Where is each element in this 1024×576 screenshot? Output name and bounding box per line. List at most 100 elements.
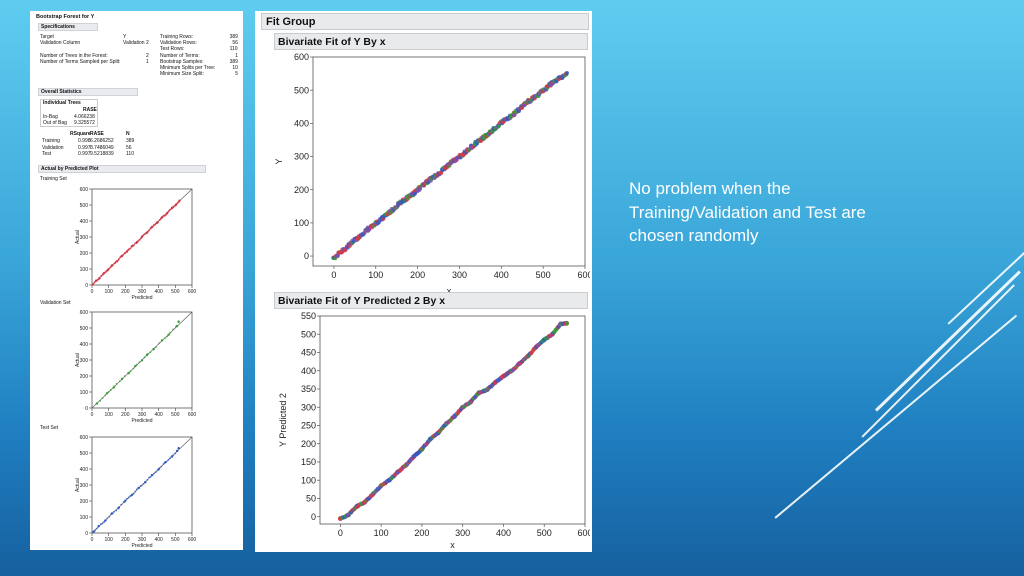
spec-label: Number of Terms Sampled per Split: xyxy=(40,58,121,65)
y-tick-label: 600 xyxy=(294,52,309,62)
x-tick-label: 100 xyxy=(374,528,389,538)
data-point-fill xyxy=(100,275,103,278)
y-tick-label: 100 xyxy=(80,390,89,396)
x-tick-label: 600 xyxy=(577,270,590,280)
y-tick-label: 600 xyxy=(80,435,89,441)
x-tick-label: 200 xyxy=(121,412,130,418)
fit-table-header: N xyxy=(126,131,130,137)
data-point-fill xyxy=(104,519,107,522)
spec-value: 389 xyxy=(229,58,238,65)
x-tick-label: 500 xyxy=(536,270,551,280)
y-tick-label: 300 xyxy=(80,358,89,364)
data-point-fill xyxy=(120,503,123,506)
data-point-fill xyxy=(158,467,161,470)
y-tick-label: 0 xyxy=(304,251,309,261)
spec-value: 389 xyxy=(229,34,238,40)
spec-label: Number of Terms: xyxy=(160,52,200,59)
data-point-fill xyxy=(142,482,145,485)
data-point-fill xyxy=(157,221,160,223)
data-point-fill xyxy=(166,335,168,338)
x-tick-label: 600 xyxy=(188,412,197,418)
data-point-fill xyxy=(101,522,104,525)
data-point-fill xyxy=(137,487,140,490)
data-point-fill xyxy=(177,447,180,450)
y-tick-label: 200 xyxy=(301,439,316,449)
bivariate-fit-2-header[interactable]: Bivariate Fit of Y Predicted 2 By x xyxy=(274,292,588,309)
data-point-fill xyxy=(123,375,126,378)
data-point-fill xyxy=(110,513,113,516)
data-point-fill xyxy=(127,496,130,499)
x-axis-label: Predicted xyxy=(131,295,152,301)
fit-table-cell: 0.998 xyxy=(78,138,91,144)
data-point-fill xyxy=(149,475,152,478)
y-tick-label: 400 xyxy=(80,219,89,225)
data-point-fill xyxy=(175,203,178,206)
data-point-fill xyxy=(133,244,135,247)
data-point-fill xyxy=(176,449,179,452)
test-set-plot[interactable]: 0 100 200 300 400 500 600 0 100 200 300 400 500 600 Pr… xyxy=(74,425,206,549)
fit-table-cell: Test xyxy=(42,151,52,157)
y-tick-label: 100 xyxy=(294,218,309,228)
y-tick-label: 550 xyxy=(301,311,316,321)
y-tick-label: 0 xyxy=(85,531,88,537)
y-axis-label: Y xyxy=(274,158,284,164)
x-tick-label: 400 xyxy=(494,270,509,280)
x-tick-label: 100 xyxy=(104,289,113,295)
y-tick-label: 500 xyxy=(80,326,89,332)
data-point-fill xyxy=(152,348,155,351)
data-point-fill xyxy=(135,363,138,366)
data-point-fill xyxy=(92,283,95,286)
fit-table-cell: Validation xyxy=(42,144,64,151)
x-tick-label: 300 xyxy=(138,537,147,543)
spec-value: 1 xyxy=(146,58,149,65)
specifications-header[interactable]: Specifications xyxy=(38,23,98,31)
fit-table-cell: 6.2686252 xyxy=(90,138,114,144)
data-point-fill xyxy=(140,484,143,487)
data-point-fill xyxy=(99,399,102,402)
data-point-fill xyxy=(146,478,149,481)
training-set-plot[interactable]: 0 100 200 300 400 500 600 0 100 200 300 400 500 600 Pr… xyxy=(74,183,206,301)
data-point-fill xyxy=(100,523,102,526)
data-point-fill xyxy=(122,254,125,256)
data-point-fill xyxy=(564,71,569,76)
y-tick-label: 200 xyxy=(294,185,309,195)
data-point-fill xyxy=(143,356,146,359)
x-tick-label: 600 xyxy=(577,528,590,538)
y-axis-label: Actual xyxy=(75,353,81,367)
x-tick-label: 300 xyxy=(138,289,147,295)
x-tick-label: 600 xyxy=(188,537,197,543)
fit-table-cell: Training xyxy=(42,138,60,144)
actual-by-predicted-header[interactable]: Actual by Predicted Plot xyxy=(38,165,206,173)
y-tick-label: 100 xyxy=(301,475,316,485)
x-tick-label: 500 xyxy=(171,537,180,543)
x-tick-label: 500 xyxy=(171,412,180,418)
validation-set-plot[interactable]: 0 100 200 300 400 500 600 0 100 200 300 400 500 600 Pr… xyxy=(74,300,206,424)
x-tick-label: 400 xyxy=(154,412,163,418)
bivariate-fit-1-header[interactable]: Bivariate Fit of Y By x xyxy=(274,33,588,50)
bivariate-fit-y-predicted-plot[interactable]: 0 100 200 300 400 500 600 0 50 100 150 200 250 300 350… xyxy=(270,310,590,550)
x-tick-label: 300 xyxy=(455,528,470,538)
spec-label: Test Rows: xyxy=(160,46,185,53)
data-point-fill xyxy=(137,239,140,242)
x-axis-label: x xyxy=(450,540,455,550)
data-point-fill xyxy=(98,277,101,280)
y-tick-label: 150 xyxy=(301,457,316,467)
data-point-fill xyxy=(158,342,161,344)
data-point-fill xyxy=(564,321,570,326)
data-point-fill xyxy=(138,361,141,364)
y-tick-label: 200 xyxy=(80,251,89,257)
data-point-fill xyxy=(113,385,116,388)
data-point-fill xyxy=(160,339,163,342)
spec-label: Number of Trees in the Forest: xyxy=(40,52,108,59)
spec-value: 2 xyxy=(146,52,149,59)
data-point-fill xyxy=(162,463,165,465)
y-tick-label: 300 xyxy=(80,235,89,241)
fit-group-header[interactable]: Fit Group xyxy=(261,13,589,30)
data-point-fill xyxy=(154,346,157,348)
data-point-fill xyxy=(104,394,107,397)
bivariate-fit-y-plot[interactable]: 0 100 200 300 400 500 600 0 100 200 300 400 500 600 x Y xyxy=(270,51,590,296)
y-tick-label: 500 xyxy=(301,329,316,339)
x-tick-label: 200 xyxy=(121,537,130,543)
overall-statistics-header[interactable]: Overall Statistics xyxy=(38,88,138,96)
data-point-fill xyxy=(95,527,98,530)
